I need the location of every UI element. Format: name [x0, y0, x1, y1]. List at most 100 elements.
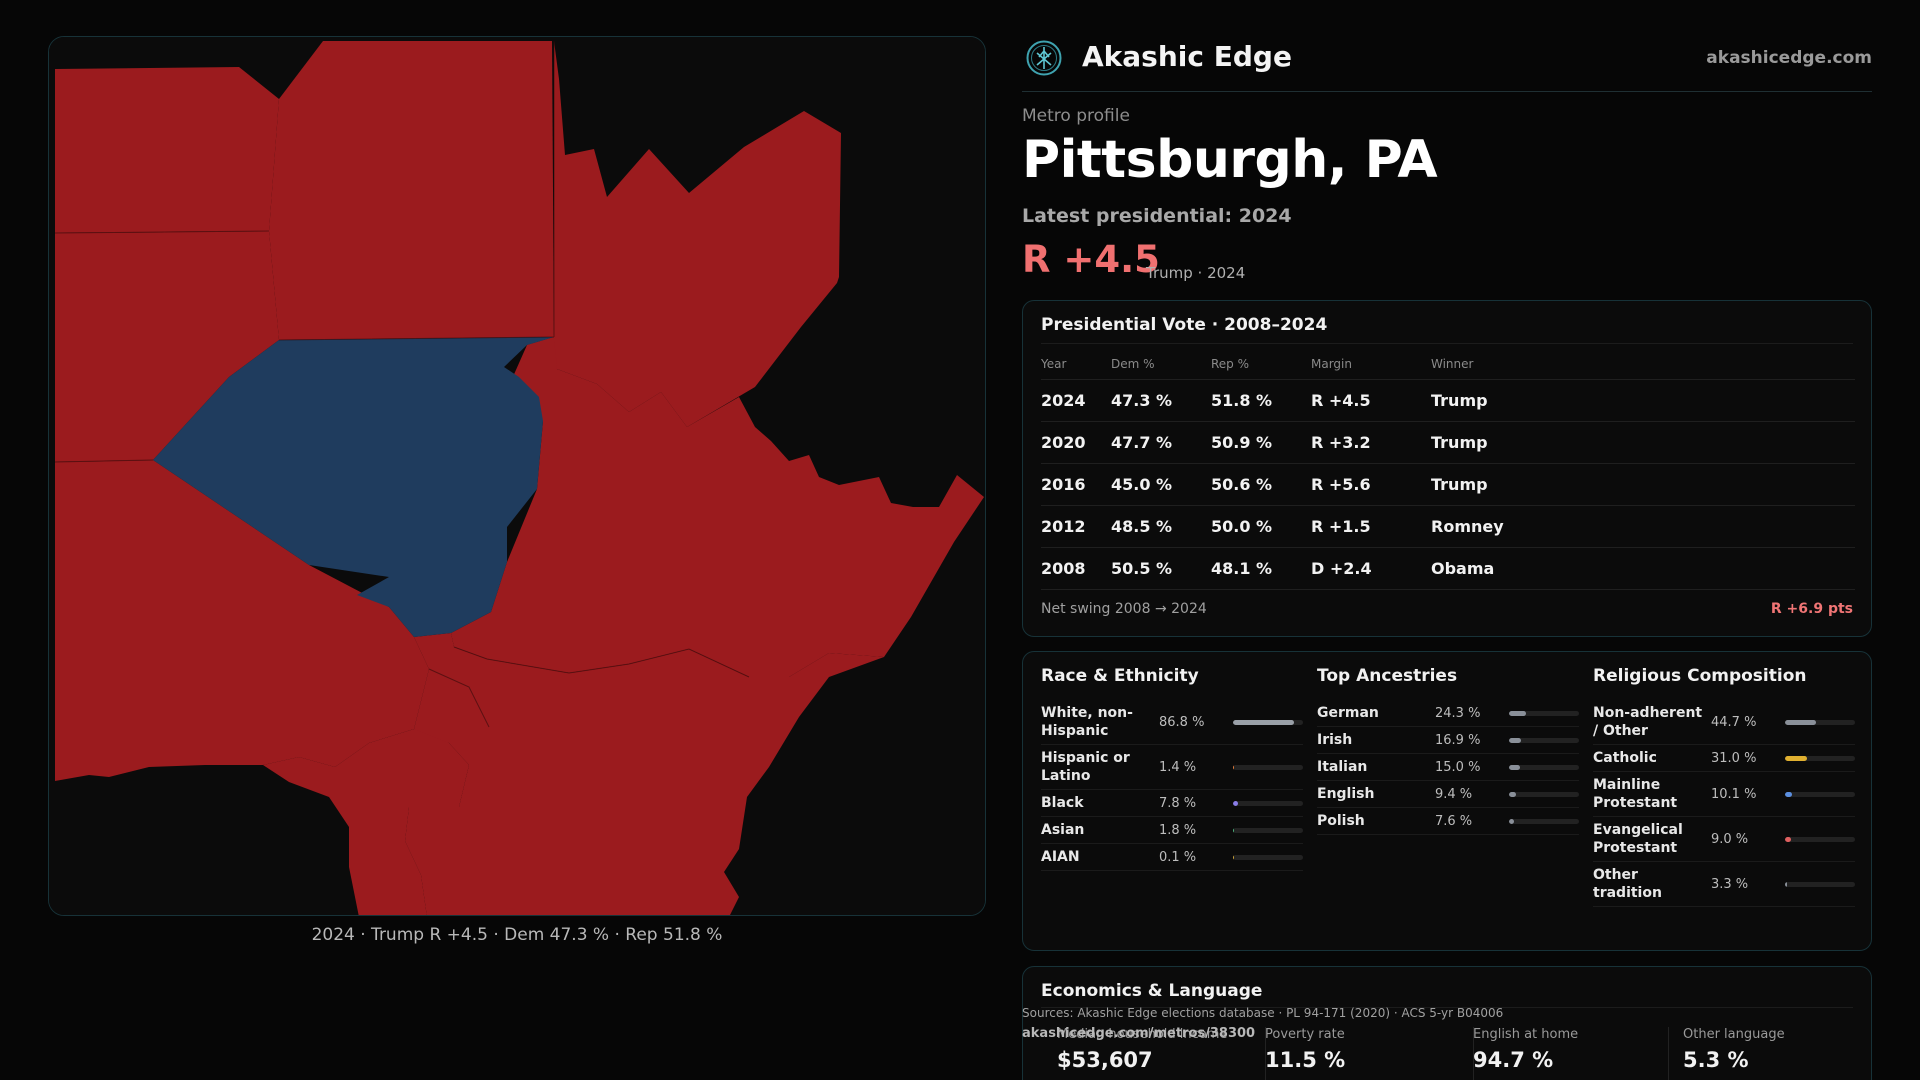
item-label: Evangelical Protestant [1593, 822, 1683, 856]
cell-rep: 50.0 % [1211, 505, 1311, 548]
cell-year: 2008 [1041, 547, 1111, 590]
econ-label: English at home [1473, 1027, 1579, 1042]
table-row[interactable]: 2020 47.7 % 50.9 % R +3.2 Trump [1041, 421, 1855, 464]
item-value: 10.1 % [1711, 786, 1757, 802]
item-label: White, non-Hispanic [1041, 705, 1133, 739]
table-row[interactable]: 2008 50.5 % 48.1 % D +2.4 Obama [1041, 547, 1855, 590]
net-swing-value: R +6.9 pts [1770, 601, 1853, 617]
table-row[interactable]: 2024 47.3 % 51.8 % R +4.5 Trump [1041, 379, 1855, 422]
share-bar [1233, 800, 1303, 806]
permalink[interactable]: akashicedge.com/metros/38300 [1022, 1026, 1256, 1041]
item-value: 16.9 % [1435, 732, 1481, 748]
compass-tree-icon[interactable] [1025, 39, 1063, 77]
share-bar-fill [1785, 719, 1817, 725]
econ-label: Median household income [1057, 1027, 1228, 1042]
share-bar-fill [1785, 881, 1788, 887]
list-item: Other tradition 3.3 % [1593, 862, 1855, 907]
share-bar-fill [1509, 710, 1526, 716]
share-bar [1509, 791, 1579, 797]
brand-url[interactable]: akashicedge.com [1706, 48, 1872, 68]
latest-margin: R +4.5 [1022, 238, 1160, 281]
item-value: 3.3 % [1711, 876, 1749, 892]
cell-winner: Trump [1431, 421, 1855, 464]
cell-dem: 47.7 % [1111, 421, 1211, 464]
cell-year: 2020 [1041, 421, 1111, 464]
share-bar [1785, 836, 1855, 842]
ancestries-section: Top Ancestries German 24.3 % Irish 16.9 % It… [1317, 666, 1579, 835]
share-bar [1509, 764, 1579, 770]
item-label: Hispanic or Latino [1041, 750, 1130, 784]
county-allegheny[interactable] [153, 337, 554, 637]
cell-rep: 48.1 % [1211, 547, 1311, 590]
religion-list: Non-adherent / Other 44.7 % Catholic 31.0 %… [1593, 700, 1855, 907]
county-south-edge[interactable] [263, 729, 469, 916]
item-value: 31.0 % [1711, 750, 1757, 766]
item-value: 0.1 % [1159, 849, 1197, 865]
list-item: White, non-Hispanic 86.8 % [1041, 700, 1303, 745]
share-bar [1233, 719, 1303, 725]
cell-rep: 51.8 % [1211, 379, 1311, 422]
share-bar [1509, 818, 1579, 824]
share-bar-fill [1233, 827, 1235, 833]
ancestries-list: German 24.3 % Irish 16.9 % Italian 15.0 % Engl… [1317, 700, 1579, 835]
share-bar-fill [1233, 854, 1235, 860]
item-label: Non-adherent / Other [1593, 705, 1703, 739]
item-value: 1.8 % [1159, 822, 1197, 838]
share-bar-fill [1233, 719, 1294, 725]
item-label: Black [1041, 795, 1084, 811]
page-eyebrow: Metro profile [1022, 106, 1130, 126]
share-bar-fill [1785, 791, 1793, 797]
county-north[interactable] [269, 41, 554, 340]
county-map[interactable] [48, 36, 986, 916]
share-bar [1233, 764, 1303, 770]
econ-label: Poverty rate [1265, 1027, 1345, 1042]
brand-name[interactable]: Akashic Edge [1082, 40, 1292, 73]
item-value: 24.3 % [1435, 705, 1481, 721]
share-bar-fill [1509, 818, 1515, 824]
county-northeast[interactable] [527, 41, 841, 427]
table-row[interactable]: 2012 48.5 % 50.0 % R +1.5 Romney [1041, 505, 1855, 548]
column-header-winner: Winner [1431, 349, 1855, 380]
share-bar-fill [1509, 791, 1516, 797]
column-header-dem: Dem % [1111, 349, 1211, 380]
share-bar [1785, 791, 1855, 797]
share-bar [1509, 737, 1579, 743]
list-item: Hispanic or Latino 1.4 % [1041, 745, 1303, 790]
sources-note: Sources: Akashic Edge elections database… [1022, 1006, 1504, 1020]
table-header-row: Year Dem % Rep % Margin Winner [1041, 349, 1855, 380]
presidential-vote-title: Presidential Vote · 2008–2024 [1041, 315, 1328, 335]
item-label: Irish [1317, 732, 1353, 748]
county-south-central[interactable] [405, 633, 884, 916]
divider [1041, 343, 1853, 344]
cell-dem: 50.5 % [1111, 547, 1211, 590]
cell-year: 2012 [1041, 505, 1111, 548]
econ-item-other-language: Other language 5.3 % [1683, 1027, 1785, 1072]
list-item: Catholic 31.0 % [1593, 745, 1855, 772]
county-west[interactable] [55, 231, 279, 462]
page-title: Pittsburgh, PA [1022, 130, 1438, 190]
latest-election-label: Latest presidential: 2024 [1022, 205, 1292, 227]
table-row[interactable]: 2016 45.0 % 50.6 % R +5.6 Trump [1041, 463, 1855, 506]
share-bar-fill [1785, 836, 1792, 842]
map-caption: 2024 · Trump R +4.5 · Dem 47.3 % · Rep 5… [311, 925, 723, 945]
cell-winner: Romney [1431, 505, 1855, 548]
item-value: 9.4 % [1435, 786, 1473, 802]
column-header-rep: Rep % [1211, 349, 1311, 380]
share-bar [1785, 719, 1855, 725]
econ-value: 94.7 % [1473, 1048, 1554, 1072]
item-value: 9.0 % [1711, 831, 1749, 847]
item-label: Mainline Protestant [1593, 777, 1678, 811]
economics-title: Economics & Language [1041, 981, 1263, 1001]
item-label: German [1317, 705, 1379, 721]
item-label: Asian [1041, 822, 1085, 838]
cell-margin: R +4.5 [1311, 379, 1431, 422]
county-northwest[interactable] [55, 67, 279, 233]
latest-margin-sub: Trump · 2024 [1146, 264, 1246, 282]
item-label: Other tradition [1593, 867, 1662, 901]
county-east[interactable] [451, 337, 984, 677]
county-southwest[interactable] [55, 460, 429, 781]
item-label: Italian [1317, 759, 1368, 775]
share-bar [1785, 755, 1855, 761]
cell-dem: 47.3 % [1111, 379, 1211, 422]
religion-title: Religious Composition [1593, 666, 1807, 686]
